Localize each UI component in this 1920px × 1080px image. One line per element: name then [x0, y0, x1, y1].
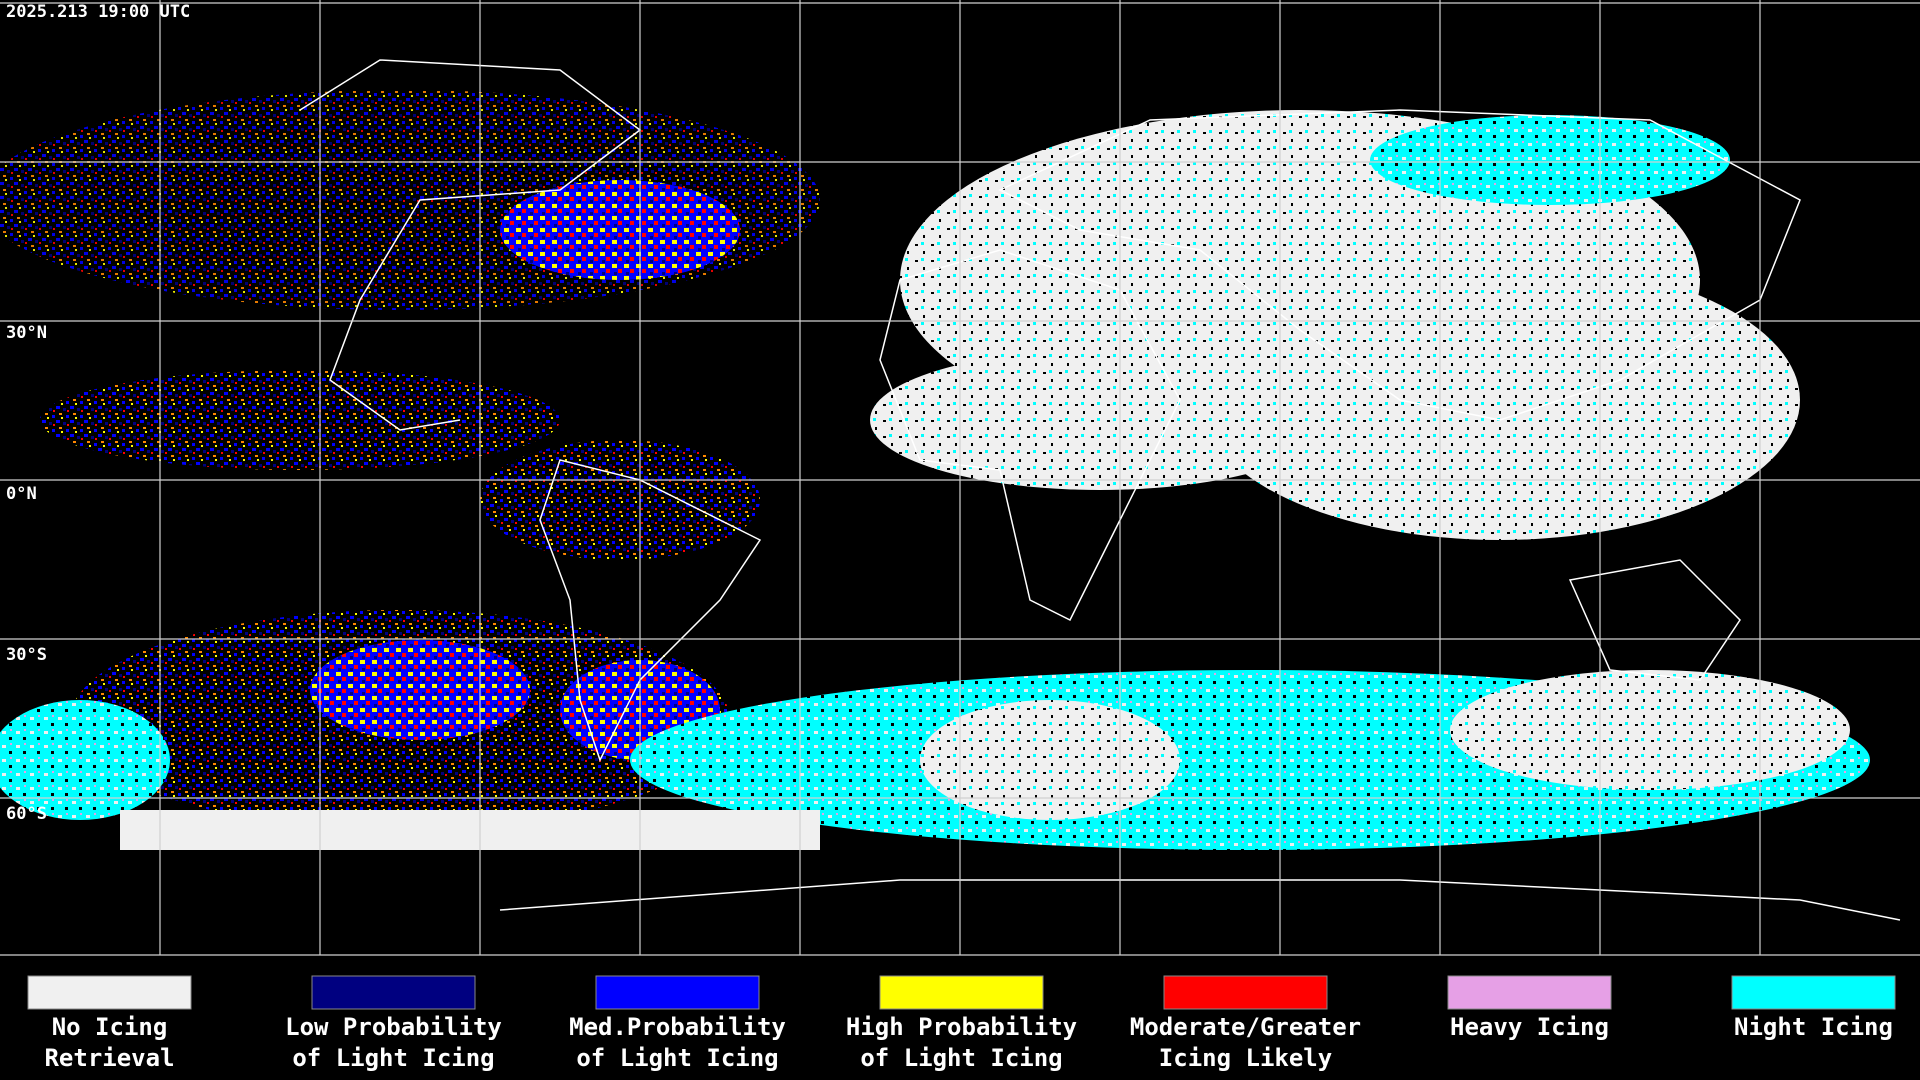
latitude-label: 60°S: [6, 804, 47, 824]
legend-label: of Light Icing: [292, 1044, 494, 1072]
legend-label: of Light Icing: [860, 1044, 1062, 1072]
legend-swatch: [1447, 975, 1612, 1010]
legend-label: Heavy Icing: [1450, 1013, 1609, 1041]
legend-label: No Icing: [52, 1013, 168, 1041]
legend-swatch: [879, 975, 1044, 1010]
latitude-label: 0°N: [6, 484, 37, 504]
timestamp: 2025.213 19:00 UTC: [6, 2, 190, 22]
legend-swatch: [1731, 975, 1896, 1010]
legend-label: Retrieval: [44, 1044, 174, 1072]
latitude-label: 30°S: [6, 645, 47, 665]
imagery: [0, 90, 1870, 850]
graticule: [0, 0, 1920, 956]
legend-swatch: [595, 975, 760, 1010]
latitude-label: 30°N: [6, 323, 47, 343]
legend-swatch: [27, 975, 192, 1010]
legend-label: Low Probability: [285, 1013, 502, 1041]
legend-label: Moderate/Greater: [1130, 1013, 1361, 1041]
legend-label: Icing Likely: [1159, 1044, 1332, 1072]
legend-swatch: [311, 975, 476, 1010]
legend-label: of Light Icing: [576, 1044, 778, 1072]
legend: No Icing Retrieval Low Probability of Light…: [27, 975, 1896, 1072]
legend-label: High Probability: [846, 1013, 1077, 1041]
legend-swatch: [1163, 975, 1328, 1010]
legend-label: Night Icing: [1734, 1013, 1893, 1041]
legend-label: Med.Probability: [569, 1013, 786, 1041]
coastlines: [299, 59, 1901, 921]
